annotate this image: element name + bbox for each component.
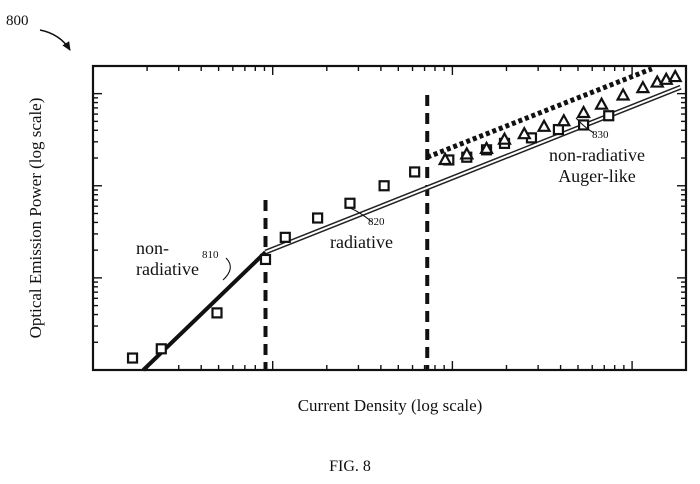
data-point-square bbox=[344, 197, 356, 209]
data-point-square bbox=[552, 123, 565, 136]
data-point-square bbox=[259, 253, 272, 266]
data-point-triangle bbox=[556, 112, 572, 127]
ref-arrow-800 bbox=[39, 29, 71, 51]
axis-ticks bbox=[93, 66, 686, 370]
region-label-nonradiative-low: non- radiative bbox=[136, 238, 246, 280]
region-label-auger: non-radiative Auger-like bbox=[532, 145, 662, 187]
data-point-square bbox=[155, 343, 167, 355]
plot-frame bbox=[91, 64, 688, 372]
data-point-triangle bbox=[576, 104, 591, 119]
data-markers bbox=[126, 68, 683, 364]
leader-810 bbox=[222, 257, 231, 281]
region-ref-820: 820 bbox=[368, 216, 385, 228]
data-point-triangle bbox=[594, 96, 609, 110]
data-point-square bbox=[279, 231, 291, 243]
data-point-square bbox=[409, 166, 421, 178]
data-point-triangle bbox=[437, 151, 453, 166]
x-axis-label: Current Density (log scale) bbox=[297, 396, 483, 415]
region-ref-830: 830 bbox=[592, 129, 609, 141]
data-point-triangle bbox=[516, 125, 532, 140]
data-point-square bbox=[378, 180, 390, 192]
figure-ref-number: 800 bbox=[6, 13, 29, 29]
data-point-triangle bbox=[667, 68, 683, 83]
fit-line-dotted bbox=[426, 66, 653, 160]
y-axis-label: Optical Emission Power (log scale) bbox=[26, 97, 45, 339]
data-point-triangle bbox=[615, 87, 631, 101]
data-point-square bbox=[603, 110, 615, 122]
region-label-text: non-radiative Auger-like bbox=[549, 145, 645, 186]
data-point-triangle bbox=[497, 131, 512, 145]
region-label-radiative: radiative bbox=[330, 232, 393, 252]
data-point-triangle bbox=[459, 146, 475, 160]
data-point-square bbox=[126, 352, 139, 364]
region-boundaries bbox=[263, 95, 430, 370]
fit-lines bbox=[141, 66, 682, 372]
region-label-text: non- radiative bbox=[136, 238, 199, 279]
data-point-triangle bbox=[536, 118, 552, 132]
leader-830 bbox=[575, 117, 595, 134]
data-point-triangle bbox=[479, 140, 494, 155]
data-point-square bbox=[312, 212, 324, 224]
data-point-triangle bbox=[635, 79, 651, 94]
figure-caption: FIG. 8 bbox=[329, 458, 371, 475]
data-point-square bbox=[211, 307, 223, 319]
leader-820 bbox=[349, 207, 373, 223]
region-ref-810: 810 bbox=[202, 249, 219, 261]
